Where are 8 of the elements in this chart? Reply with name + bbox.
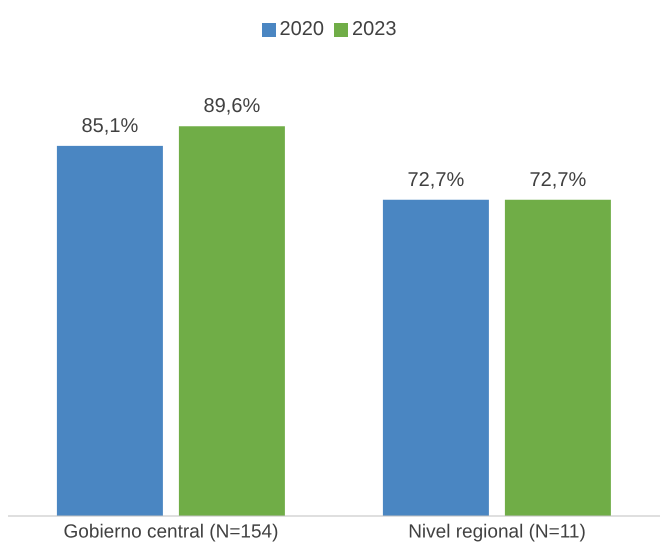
legend-label: 2023 [352, 18, 396, 40]
data-label: 89,6% [204, 95, 260, 118]
x-tick-label: Nivel regional (N=11) [408, 521, 586, 542]
legend-label: 2020 [280, 18, 324, 40]
data-label: 85,1% [82, 114, 138, 137]
data-label: 72,7% [408, 168, 464, 191]
data-label: 72,7% [530, 168, 586, 191]
x-tick-label: Gobierno central (N=154) [64, 521, 278, 542]
